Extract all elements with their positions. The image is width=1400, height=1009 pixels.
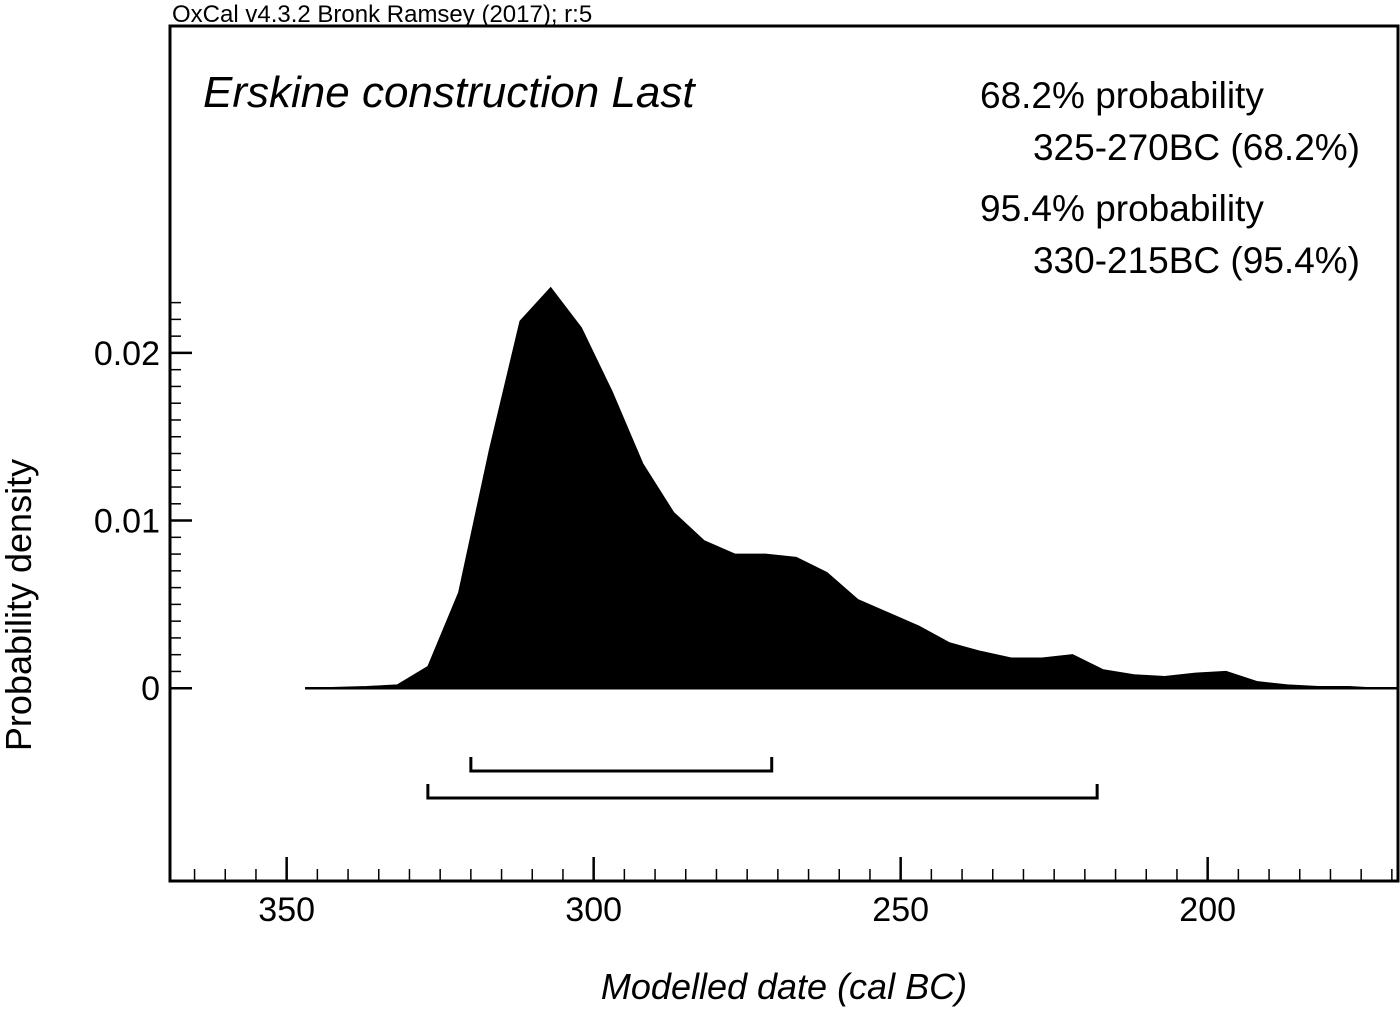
oxcal-version-header: OxCal v4.3.2 Bronk Ramsey (2017); r:5 xyxy=(172,1,592,28)
legend-heading-95: 95.4% probability xyxy=(980,188,1264,229)
x-tick-label: 200 xyxy=(1179,891,1236,929)
y-axis-minor-ticks xyxy=(170,301,181,673)
density-area xyxy=(305,286,1398,689)
x-axis-minor-ticks xyxy=(193,869,1393,881)
range-bracket-954 xyxy=(426,784,1099,800)
y-tick-label: 0.01 xyxy=(94,503,160,541)
x-axis-ticks: 350 300 250 200 xyxy=(258,857,1236,929)
probability-ranges xyxy=(426,757,1099,800)
legend-range-68: 325-270BC (68.2%) xyxy=(1033,127,1360,168)
y-tick-label: 0 xyxy=(141,670,160,708)
y-axis-ticks: 0 0.01 0.02 xyxy=(94,335,192,708)
legend-heading-68: 68.2% probability xyxy=(980,75,1264,116)
chart-title: Erskine construction Last xyxy=(203,68,696,117)
legend: 68.2% probability 325-270BC (68.2%) 95.4… xyxy=(980,75,1360,281)
x-tick-label: 350 xyxy=(258,891,315,929)
y-axis-label: Probability density xyxy=(0,459,39,751)
x-tick-label: 300 xyxy=(565,891,622,929)
x-tick-label: 250 xyxy=(872,891,929,929)
x-axis-label: Modelled date (cal BC) xyxy=(601,966,967,1007)
legend-range-95: 330-215BC (95.4%) xyxy=(1033,240,1360,281)
y-tick-label: 0.02 xyxy=(94,335,160,373)
range-bracket-682 xyxy=(469,757,774,773)
